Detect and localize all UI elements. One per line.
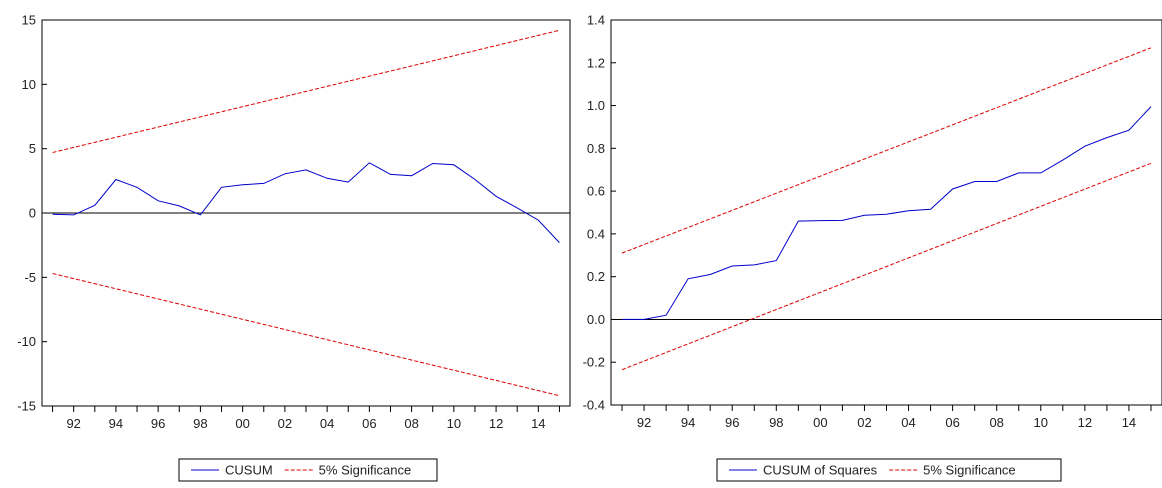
y-tick-label: 1.0 [587, 98, 605, 113]
y-tick-label: 1.2 [587, 55, 605, 70]
x-tick-label: 00 [813, 415, 827, 430]
legend: CUSUM 5% Significance [178, 458, 438, 482]
y-tick-label: -0.2 [583, 355, 605, 370]
x-tick-label: 00 [235, 416, 249, 431]
y-tick-label: 5 [29, 141, 36, 156]
x-tick-label: 96 [725, 415, 739, 430]
y-tick-label: 0.0 [587, 312, 605, 327]
cusum-of-squares-chart: 1.4 1.2 1.0 0.8 0.6 0.4 0.2 0.0 -0.2 -0.4 92 94 96 98… [583, 13, 1162, 482]
x-tick-label: 06 [945, 415, 959, 430]
legend-box [178, 458, 438, 482]
x-tick-label: 96 [151, 416, 165, 431]
x-tick-label: 14 [531, 416, 545, 431]
x-tick-label: 02 [278, 416, 292, 431]
x-tick-label: 02 [857, 415, 871, 430]
x-tick-label: 92 [637, 415, 651, 430]
legend-label: CUSUM [225, 463, 273, 478]
legend: CUSUM of Squares 5% Significance [716, 458, 1062, 482]
plot-frame [610, 19, 1162, 406]
x-tick-label: 10 [1034, 415, 1048, 430]
y-tick-label: 1.4 [587, 13, 605, 28]
y-tick-label: -5 [24, 270, 36, 285]
legend-box [716, 458, 1062, 482]
legend-label: 5% Significance [923, 463, 1016, 478]
y-tick-label: 0.4 [587, 226, 605, 241]
x-tick-label: 08 [989, 415, 1003, 430]
series-line-cusum [52, 162, 560, 243]
x-tick-label: 94 [681, 415, 695, 430]
y-tick-label: 15 [22, 13, 36, 28]
y-tick-label: 0.8 [587, 141, 605, 156]
y-tick-label: -0.4 [583, 398, 605, 413]
significance-line [621, 47, 1152, 254]
y-tick-label: -10 [17, 334, 36, 349]
y-tick-label: 0.2 [587, 269, 605, 284]
legend-label: CUSUM of Squares [763, 463, 878, 478]
x-tick-label: 06 [362, 416, 376, 431]
y-tick-label: 0 [29, 206, 36, 221]
y-tick-label: 10 [22, 77, 36, 92]
series-line-cusum-of-squares [622, 106, 1152, 320]
significance-line [52, 29, 560, 153]
y-tick-label: 0.6 [587, 184, 605, 199]
x-tick-label: 12 [489, 416, 503, 431]
x-tick-label: 14 [1122, 415, 1136, 430]
x-tick-label: 94 [109, 416, 123, 431]
y-tick-label: -15 [17, 399, 36, 414]
x-tick-label: 98 [769, 415, 783, 430]
x-tick-label: 12 [1078, 415, 1092, 430]
x-tick-label: 08 [404, 416, 418, 431]
x-tick-label: 04 [901, 415, 915, 430]
x-tick-label: 92 [66, 416, 80, 431]
x-tick-label: 98 [193, 416, 207, 431]
legend-label: 5% Significance [319, 463, 412, 478]
significance-line [621, 162, 1152, 371]
significance-line [52, 273, 560, 397]
cusum-chart: 15 10 5 0 -5 -10 -15 92 94 96 98 00 02 04 06 08 10 12 14 CU… [17, 13, 571, 482]
x-tick-label: 10 [447, 416, 461, 431]
x-tick-label: 04 [320, 416, 334, 431]
